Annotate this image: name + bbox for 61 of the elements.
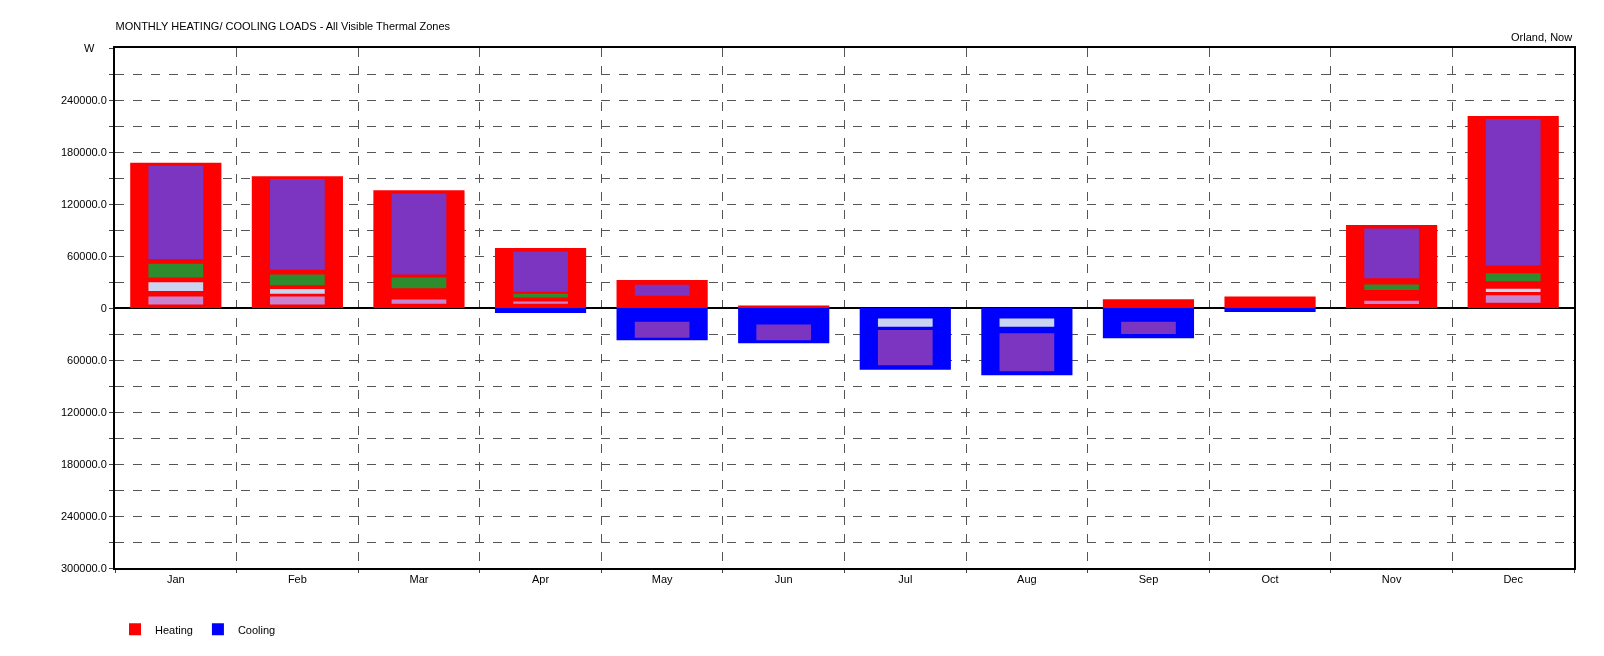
- bar: [1224, 308, 1316, 312]
- y-tick-label: 60000.0: [67, 353, 107, 366]
- y-tick-label: 120000.0: [60, 405, 107, 418]
- bar: [999, 333, 1055, 372]
- bar: [756, 324, 812, 341]
- x-tick-label: Jan: [166, 573, 185, 586]
- bar: [513, 251, 568, 292]
- y-tick-label: 0: [100, 301, 107, 314]
- bar: [391, 299, 447, 304]
- x-tick-label: Mar: [409, 573, 429, 586]
- legend-label: Heating: [155, 623, 193, 636]
- x-tick-label: Apr: [531, 573, 550, 586]
- bar: [1485, 273, 1541, 282]
- bar: [738, 305, 830, 308]
- y-tick-label: 300000.0: [60, 561, 107, 574]
- bar: [391, 193, 447, 275]
- chart-subtitle: Orland, Now: [1511, 31, 1573, 43]
- bar: [999, 318, 1055, 327]
- x-tick-label: May: [651, 573, 674, 586]
- bar: [877, 330, 933, 366]
- bar: [1102, 299, 1195, 308]
- bar: [1485, 295, 1541, 303]
- bar: [270, 274, 325, 286]
- bar: [494, 308, 587, 314]
- x-tick-label: Aug: [1017, 573, 1037, 586]
- bar: [1121, 321, 1176, 334]
- bar: [148, 296, 204, 305]
- y-tick-label: 60000.0: [67, 249, 107, 262]
- bar: [270, 289, 325, 294]
- bar: [513, 301, 568, 304]
- x-tick-label: Dec: [1503, 573, 1524, 586]
- bar: [1364, 228, 1419, 279]
- bar: [391, 277, 447, 289]
- bar: [1364, 300, 1419, 305]
- bar: [634, 284, 690, 296]
- bar: [1485, 119, 1541, 266]
- y-tick-label: 180000.0: [60, 457, 107, 470]
- y-tick-label: 240000.0: [60, 93, 107, 106]
- bar: [270, 178, 325, 270]
- y-axis-title: W: [84, 42, 95, 54]
- bar: [877, 318, 933, 327]
- bar: [1224, 296, 1316, 308]
- bar: [148, 165, 204, 260]
- bar: [148, 282, 204, 292]
- chart-title: MONTHLY HEATING/ COOLING LOADS - All Visible Thermal Zones: [115, 19, 451, 32]
- bar: [148, 263, 204, 278]
- x-tick-label: Oct: [1261, 573, 1279, 586]
- bar: [513, 293, 568, 298]
- y-tick-label: 120000.0: [60, 197, 107, 210]
- x-tick-label: Jun: [774, 573, 793, 586]
- x-tick-label: Nov: [1381, 573, 1402, 586]
- x-tick-label: Sep: [1138, 573, 1159, 586]
- legend-label: Cooling: [237, 623, 276, 636]
- x-tick-label: Feb: [287, 573, 307, 586]
- y-tick-label: 240000.0: [60, 509, 107, 522]
- bar: [1485, 288, 1541, 292]
- bar: [634, 321, 690, 338]
- x-tick-label: Jul: [898, 573, 913, 586]
- bar: [270, 296, 325, 305]
- y-tick-label: 180000.0: [60, 145, 107, 158]
- bar: [1364, 284, 1419, 291]
